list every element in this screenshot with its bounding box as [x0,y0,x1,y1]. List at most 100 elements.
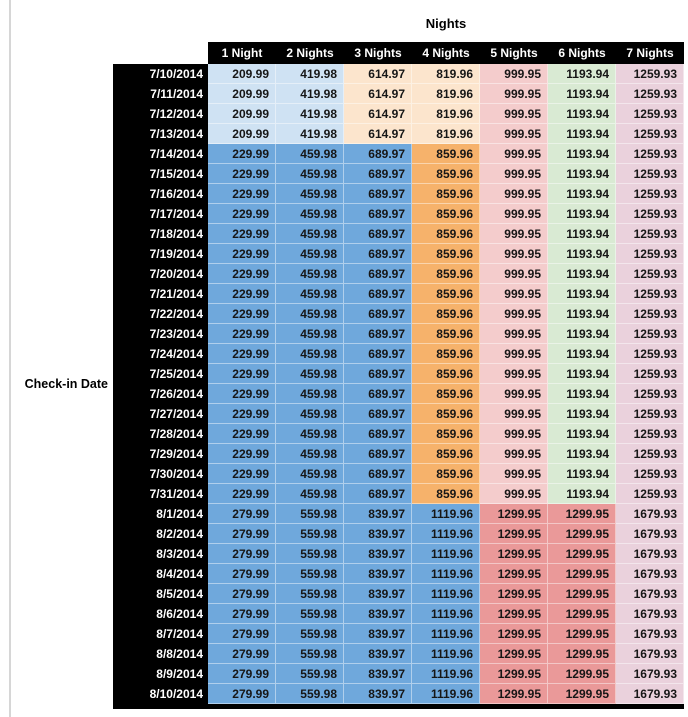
price-cell: 689.97 [344,384,412,404]
price-cell: 1299.95 [480,644,548,664]
price-cell: 459.98 [276,424,344,444]
price-cell: 839.97 [344,684,412,704]
price-cell: 459.98 [276,244,344,264]
price-cell: 559.98 [276,684,344,704]
price-cell: 1193.94 [548,264,616,284]
price-cell: 1259.93 [616,304,684,324]
price-cell: 839.97 [344,624,412,644]
price-cell: 1679.93 [616,664,684,684]
checkin-date-cell: 8/3/2014 [113,544,208,564]
price-cell: 1193.94 [548,484,616,504]
price-cell: 859.96 [412,384,480,404]
price-cell: 419.98 [276,84,344,104]
price-cell: 689.97 [344,444,412,464]
price-cell: 1299.95 [548,664,616,684]
price-cell: 999.95 [480,164,548,184]
price-cell: 1679.93 [616,584,684,604]
price-cell: 689.97 [344,424,412,444]
worksheet-gridline [9,0,11,717]
price-cell: 1193.94 [548,224,616,244]
price-cell: 859.96 [412,344,480,364]
price-cell: 1193.94 [548,204,616,224]
price-cell: 999.95 [480,64,548,84]
price-cell: 229.99 [208,204,276,224]
price-cell: 1299.95 [480,564,548,584]
price-cell: 559.98 [276,624,344,644]
price-cell: 229.99 [208,184,276,204]
price-cell: 1299.95 [548,684,616,704]
price-cell: 419.98 [276,104,344,124]
price-cell: 459.98 [276,444,344,464]
price-cell: 279.99 [208,544,276,564]
price-cell: 1119.96 [412,664,480,684]
price-cell: 459.98 [276,144,344,164]
checkin-date-cell: 8/10/2014 [113,684,208,704]
price-cell: 229.99 [208,264,276,284]
price-cell: 229.99 [208,244,276,264]
price-cell: 689.97 [344,264,412,284]
checkin-date-cell: 7/12/2014 [113,104,208,124]
checkin-date-cell: 7/28/2014 [113,424,208,444]
price-cell: 459.98 [276,264,344,284]
price-cell: 419.98 [276,64,344,84]
price-cell: 999.95 [480,204,548,224]
price-cell: 1193.94 [548,444,616,464]
price-cell: 859.96 [412,364,480,384]
price-cell: 689.97 [344,404,412,424]
price-cell: 229.99 [208,324,276,344]
price-cell: 229.99 [208,444,276,464]
price-cell: 229.99 [208,344,276,364]
price-cell: 999.95 [480,344,548,364]
price-cell: 459.98 [276,224,344,244]
price-cell: 559.98 [276,644,344,664]
price-cell: 1259.93 [616,184,684,204]
price-cell: 1193.94 [548,284,616,304]
price-cell: 209.99 [208,84,276,104]
price-cell: 999.95 [480,264,548,284]
price-cell: 1259.93 [616,484,684,504]
price-cell: 1299.95 [480,604,548,624]
price-cell: 689.97 [344,204,412,224]
checkin-date-cell: 8/4/2014 [113,564,208,584]
price-cell: 459.98 [276,324,344,344]
price-cell: 614.97 [344,64,412,84]
price-cell: 999.95 [480,484,548,504]
price-cell: 459.98 [276,304,344,324]
price-cell: 279.99 [208,564,276,584]
price-cell: 1679.93 [616,684,684,704]
checkin-date-cell: 7/21/2014 [113,284,208,304]
price-cell: 999.95 [480,324,548,344]
column-header-5-nights: 5 Nights [480,42,548,64]
price-cell: 229.99 [208,484,276,504]
checkin-date-cell: 8/1/2014 [113,504,208,524]
price-cell: 279.99 [208,644,276,664]
price-cell: 999.95 [480,84,548,104]
price-cell: 839.97 [344,524,412,544]
price-cell: 859.96 [412,164,480,184]
price-cell: 279.99 [208,504,276,524]
price-cell: 1259.93 [616,424,684,444]
price-cell: 859.96 [412,484,480,504]
checkin-date-cell: 8/5/2014 [113,584,208,604]
checkin-date-cell: 7/26/2014 [113,384,208,404]
price-cell: 859.96 [412,264,480,284]
price-cell: 1679.93 [616,564,684,584]
row-axis-label: Check-in Date [24,377,108,391]
price-cell: 999.95 [480,184,548,204]
price-cell: 1259.93 [616,284,684,304]
price-cell: 1299.95 [480,524,548,544]
price-cell: 819.96 [412,124,480,144]
price-cell: 1299.95 [548,564,616,584]
price-cell: 1259.93 [616,444,684,464]
column-header-3-nights: 3 Nights [344,42,412,64]
checkin-date-cell: 7/14/2014 [113,144,208,164]
price-cell: 839.97 [344,644,412,664]
price-cell: 559.98 [276,584,344,604]
checkin-date-cell: 7/25/2014 [113,364,208,384]
nightly-rate-table: 1 Night 2 Nights 3 Nights 4 Nights 5 Nights 6… [113,42,684,704]
price-cell: 1119.96 [412,604,480,624]
checkin-date-cell: 7/17/2014 [113,204,208,224]
price-cell: 999.95 [480,444,548,464]
price-cell: 559.98 [276,664,344,684]
price-cell: 279.99 [208,524,276,544]
